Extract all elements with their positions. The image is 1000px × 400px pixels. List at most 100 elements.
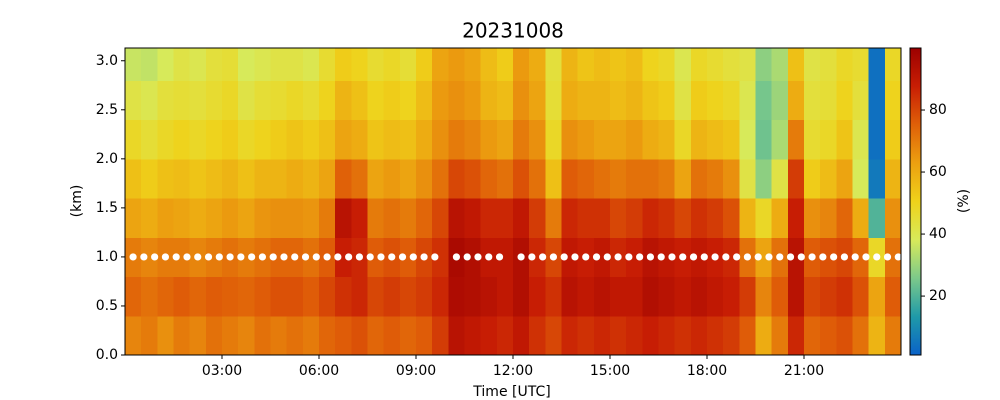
heat-cell: [335, 198, 352, 238]
heat-cell: [658, 119, 676, 160]
heat-cell: [755, 80, 773, 121]
heat-cell: [448, 80, 466, 121]
heat-cell: [383, 315, 401, 355]
heat-cell: [787, 276, 805, 317]
heat-cell: [820, 48, 837, 81]
heat-cell: [367, 315, 385, 355]
heat-cell: [723, 276, 740, 317]
heat-cell: [836, 119, 854, 160]
heat-cell: [480, 276, 498, 317]
heat-cell: [270, 198, 288, 238]
heat-cell: [238, 237, 255, 278]
heat-cell: [222, 119, 239, 160]
heat-cell: [658, 48, 676, 81]
heat-cell: [836, 315, 854, 355]
heat-cell: [658, 315, 676, 355]
marker-dot: [862, 253, 870, 261]
heat-cell: [513, 315, 530, 355]
marker-dot: [140, 253, 148, 261]
heat-cell: [157, 276, 175, 317]
heat-cell: [480, 119, 498, 160]
marker-dot: [172, 253, 180, 261]
heat-cell: [739, 48, 757, 81]
heat-cell: [399, 237, 417, 278]
heat-cell: [189, 198, 207, 238]
heat-cell: [319, 276, 336, 317]
heat-cell: [351, 315, 369, 355]
marker-dot: [786, 253, 795, 261]
marker-dot: [700, 253, 708, 261]
heat-cell: [658, 198, 676, 238]
heat-cell: [755, 237, 773, 278]
heat-cell: [771, 315, 789, 355]
heat-cell: [545, 48, 563, 81]
heat-cell: [448, 158, 466, 199]
heat-cell: [238, 119, 255, 160]
heat-cell: [464, 237, 482, 278]
heat-cell: [173, 158, 191, 199]
heat-cell: [852, 315, 870, 355]
heat-cell: [577, 48, 595, 81]
heat-cell: [804, 315, 821, 355]
heat-cell: [610, 315, 627, 355]
marker-dot: [819, 253, 827, 261]
heat-cell: [383, 158, 401, 199]
x-axis-label: Time [UTC]: [472, 384, 550, 400]
marker-dot: [582, 253, 590, 261]
heat-cell: [173, 119, 191, 160]
heat-cell: [674, 119, 692, 160]
heat-cell: [205, 237, 223, 278]
heat-cell: [820, 315, 837, 355]
marker-dot: [280, 253, 288, 261]
heat-cell: [771, 119, 789, 160]
heat-cell: [351, 48, 369, 81]
heat-cell: [173, 237, 191, 278]
heat-cell: [464, 158, 482, 199]
heat-cell: [270, 237, 288, 278]
heat-cell: [529, 237, 546, 278]
heat-cell: [593, 315, 611, 355]
heat-cell: [141, 315, 158, 355]
heat-cell: [270, 276, 288, 317]
heat-cell: [496, 80, 514, 121]
heat-cell: [771, 198, 789, 238]
heat-cell: [723, 315, 740, 355]
heat-cell: [286, 80, 304, 121]
heat-cell: [820, 119, 837, 160]
heat-cell: [771, 80, 789, 121]
x-tick-label: 21:00: [784, 363, 824, 379]
heat-cell: [335, 237, 352, 278]
heat-cell: [707, 276, 724, 317]
heat-cell: [480, 198, 498, 238]
heat-cell: [302, 48, 320, 81]
heat-cell: [868, 315, 886, 355]
heat-cell: [658, 80, 676, 121]
heat-cell: [367, 119, 385, 160]
heat-cell: [642, 80, 660, 121]
marker-dot: [183, 253, 191, 261]
heat-cell: [513, 158, 530, 199]
heat-cell: [836, 48, 854, 81]
heat-cell: [674, 80, 692, 121]
y-tick-label: 0.5: [96, 298, 118, 314]
heat-cell: [577, 198, 595, 238]
marker-dot: [711, 253, 719, 261]
heat-cell: [399, 276, 417, 317]
y-axis-label: (km): [69, 185, 85, 218]
marker-dot: [603, 253, 611, 261]
heat-cell: [642, 276, 660, 317]
colorbar-label: (%): [956, 189, 972, 213]
heat-cell: [302, 158, 320, 199]
heat-cell: [626, 198, 643, 238]
heat-cell: [205, 119, 223, 160]
heat-cell: [690, 276, 708, 317]
heat-cell: [884, 198, 901, 238]
marker-dot: [258, 253, 267, 261]
heat-cell: [335, 80, 352, 121]
y-tick-label: 1.5: [96, 200, 118, 216]
heat-cell: [610, 158, 627, 199]
heat-cell: [464, 276, 482, 317]
heat-cell: [804, 158, 821, 199]
heat-cell: [141, 276, 158, 317]
heat-cell: [690, 119, 708, 160]
